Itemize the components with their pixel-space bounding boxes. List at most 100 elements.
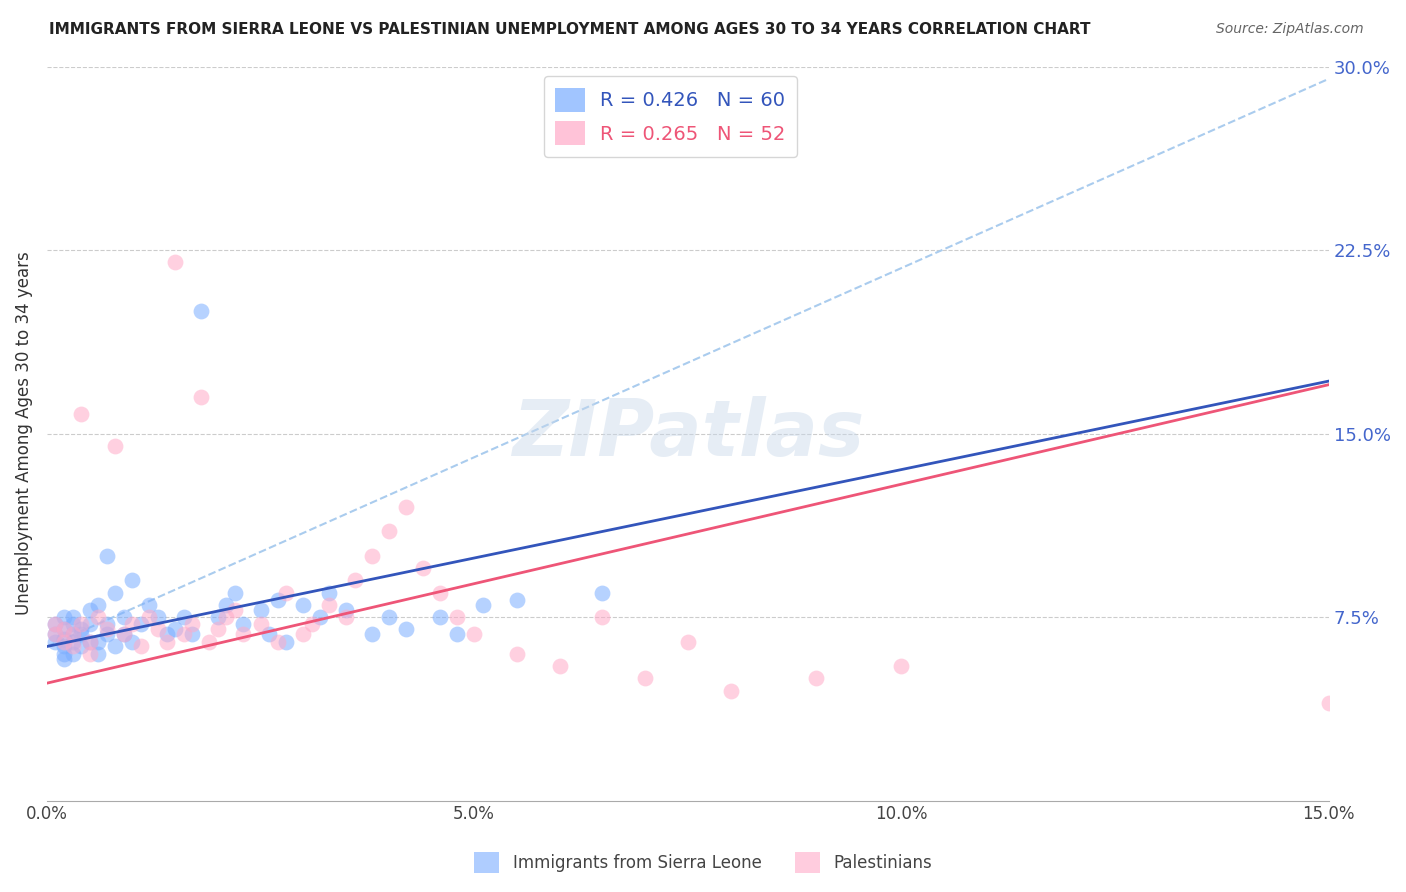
Point bbox=[207, 623, 229, 637]
Point bbox=[53, 632, 76, 647]
Point bbox=[266, 593, 288, 607]
Point bbox=[138, 598, 160, 612]
Point bbox=[276, 585, 298, 599]
Point bbox=[395, 623, 418, 637]
Point bbox=[53, 640, 76, 654]
Y-axis label: Unemployment Among Ages 30 to 34 years: Unemployment Among Ages 30 to 34 years bbox=[15, 252, 32, 615]
Point bbox=[53, 623, 76, 637]
Point bbox=[181, 627, 204, 641]
Point bbox=[53, 610, 76, 624]
Point bbox=[232, 627, 254, 641]
Point bbox=[335, 603, 357, 617]
Point bbox=[292, 598, 315, 612]
Point bbox=[1317, 696, 1340, 710]
Point bbox=[70, 640, 93, 654]
Point bbox=[44, 617, 66, 632]
Point bbox=[87, 598, 110, 612]
Point bbox=[121, 574, 143, 588]
Point bbox=[249, 617, 271, 632]
Point bbox=[506, 593, 529, 607]
Point bbox=[257, 627, 280, 641]
Point bbox=[53, 634, 76, 648]
Point bbox=[446, 610, 468, 624]
Point bbox=[335, 610, 357, 624]
Point bbox=[207, 610, 229, 624]
Point bbox=[129, 640, 152, 654]
Point bbox=[676, 634, 699, 648]
Point bbox=[79, 634, 101, 648]
Point bbox=[173, 610, 195, 624]
Point bbox=[343, 574, 366, 588]
Point bbox=[309, 610, 332, 624]
Point bbox=[87, 610, 110, 624]
Point bbox=[276, 634, 298, 648]
Point bbox=[318, 598, 340, 612]
Point bbox=[190, 304, 212, 318]
Point bbox=[70, 407, 93, 421]
Point bbox=[249, 603, 271, 617]
Point bbox=[104, 439, 127, 453]
Point bbox=[890, 659, 912, 673]
Point bbox=[112, 627, 135, 641]
Point bbox=[155, 627, 177, 641]
Point bbox=[173, 627, 195, 641]
Point bbox=[96, 627, 118, 641]
Point bbox=[360, 549, 382, 563]
Point bbox=[121, 617, 143, 632]
Point bbox=[360, 627, 382, 641]
Point bbox=[429, 610, 451, 624]
Point bbox=[121, 634, 143, 648]
Point bbox=[155, 634, 177, 648]
Point bbox=[62, 634, 84, 648]
Point bbox=[138, 610, 160, 624]
Point bbox=[62, 627, 84, 641]
Point bbox=[70, 623, 93, 637]
Point bbox=[70, 627, 93, 641]
Point bbox=[181, 617, 204, 632]
Point bbox=[412, 561, 434, 575]
Point bbox=[44, 617, 66, 632]
Point bbox=[44, 627, 66, 641]
Point bbox=[79, 603, 101, 617]
Point bbox=[591, 610, 613, 624]
Point bbox=[198, 634, 221, 648]
Point bbox=[87, 634, 110, 648]
Point bbox=[44, 634, 66, 648]
Point bbox=[53, 623, 76, 637]
Point bbox=[720, 683, 742, 698]
Point bbox=[165, 255, 187, 269]
Point bbox=[634, 671, 657, 685]
Text: ZIPatlas: ZIPatlas bbox=[512, 396, 863, 472]
Point bbox=[463, 627, 485, 641]
Point bbox=[96, 549, 118, 563]
Point bbox=[96, 617, 118, 632]
Point bbox=[429, 585, 451, 599]
Point bbox=[129, 617, 152, 632]
Point bbox=[96, 623, 118, 637]
Text: IMMIGRANTS FROM SIERRA LEONE VS PALESTINIAN UNEMPLOYMENT AMONG AGES 30 TO 34 YEA: IMMIGRANTS FROM SIERRA LEONE VS PALESTIN… bbox=[49, 22, 1091, 37]
Point bbox=[395, 500, 418, 514]
Point bbox=[112, 627, 135, 641]
Point bbox=[224, 585, 246, 599]
Point bbox=[104, 585, 127, 599]
Point bbox=[112, 610, 135, 624]
Point bbox=[62, 640, 84, 654]
Point bbox=[62, 610, 84, 624]
Point bbox=[804, 671, 827, 685]
Point bbox=[506, 647, 529, 661]
Point bbox=[79, 634, 101, 648]
Point bbox=[232, 617, 254, 632]
Point bbox=[548, 659, 571, 673]
Point bbox=[377, 610, 399, 624]
Point bbox=[224, 603, 246, 617]
Point bbox=[292, 627, 315, 641]
Text: Source: ZipAtlas.com: Source: ZipAtlas.com bbox=[1216, 22, 1364, 37]
Point bbox=[146, 610, 169, 624]
Point bbox=[266, 634, 288, 648]
Point bbox=[62, 647, 84, 661]
Point bbox=[53, 647, 76, 661]
Point bbox=[301, 617, 323, 632]
Point bbox=[44, 627, 66, 641]
Point bbox=[591, 585, 613, 599]
Point bbox=[87, 647, 110, 661]
